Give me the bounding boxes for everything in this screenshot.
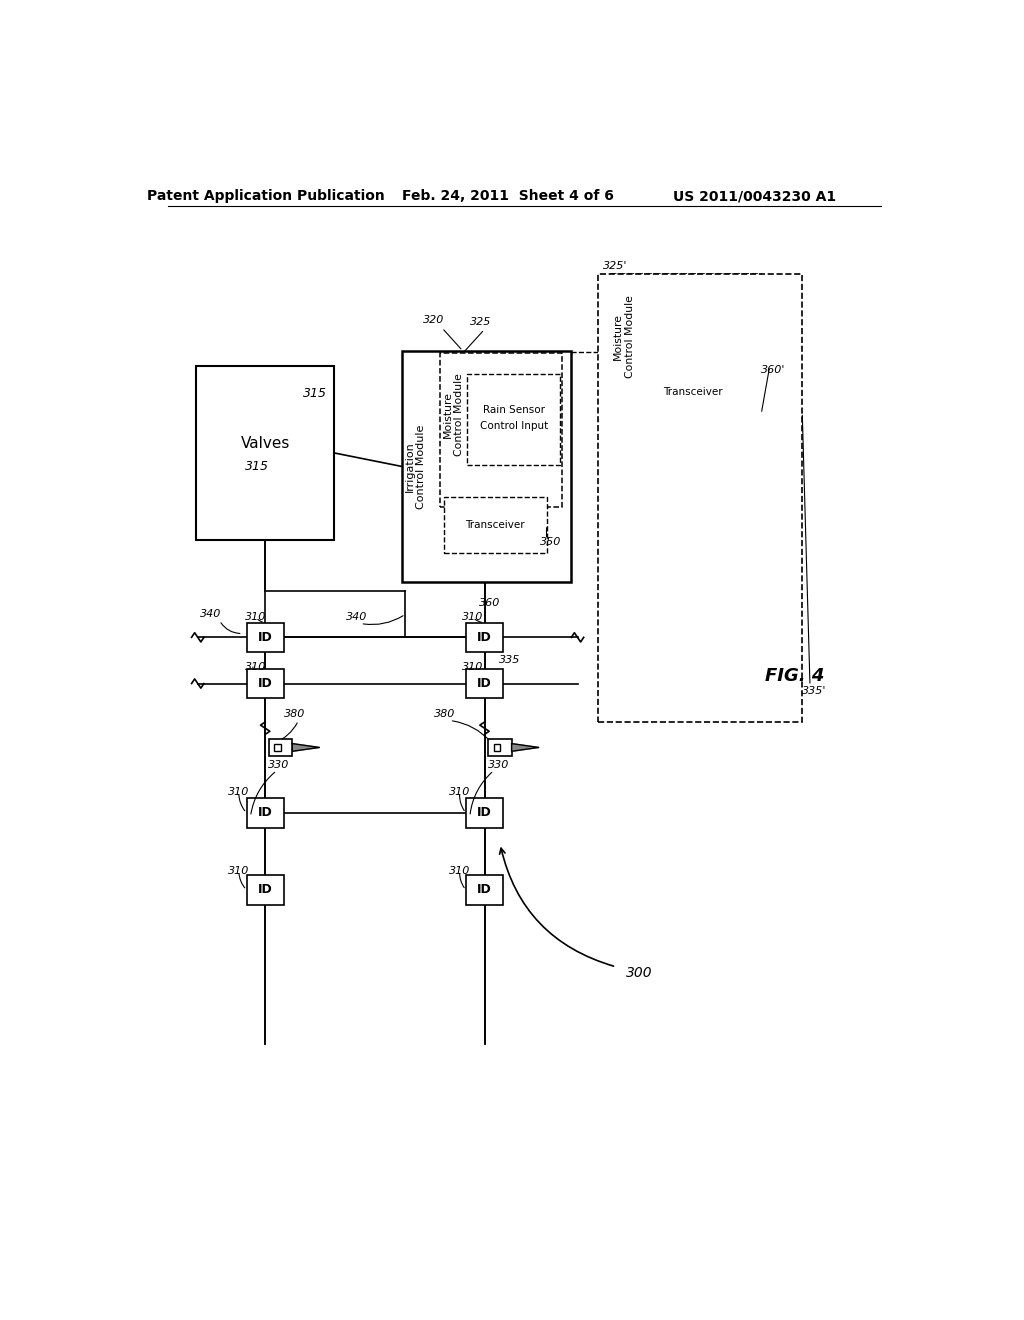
Text: 335: 335: [499, 656, 520, 665]
Text: ID: ID: [477, 883, 492, 896]
Text: Transceiver: Transceiver: [466, 520, 525, 529]
Text: ID: ID: [477, 677, 492, 690]
Bar: [466, 669, 503, 698]
Text: Feb. 24, 2011  Sheet 4 of 6: Feb. 24, 2011 Sheet 4 of 6: [401, 189, 613, 203]
Text: 340: 340: [346, 612, 368, 622]
Text: 340: 340: [201, 610, 221, 619]
Text: ID: ID: [477, 631, 492, 644]
Text: 310: 310: [228, 866, 250, 875]
Text: ID: ID: [258, 807, 272, 820]
Text: FIG. 4: FIG. 4: [765, 667, 824, 685]
Bar: [247, 623, 284, 652]
Bar: [274, 744, 281, 751]
Text: Rain Sensor: Rain Sensor: [483, 405, 545, 416]
Bar: [466, 799, 503, 828]
Text: 325': 325': [602, 261, 627, 271]
Bar: [494, 744, 500, 751]
Text: 310: 310: [462, 661, 483, 672]
Text: Transceiver: Transceiver: [664, 388, 723, 397]
Text: 310: 310: [449, 866, 470, 875]
Bar: [610, 275, 761, 429]
Text: US 2011/0043230 A1: US 2011/0043230 A1: [673, 189, 836, 203]
Bar: [630, 372, 756, 412]
Text: Valves: Valves: [241, 436, 290, 451]
Text: 330: 330: [268, 760, 290, 770]
Text: Moisture
Control Module: Moisture Control Module: [613, 294, 635, 378]
Bar: [439, 354, 562, 507]
Text: 300: 300: [627, 966, 653, 979]
Text: 360': 360': [761, 366, 785, 375]
Bar: [467, 374, 560, 465]
Text: Moisture
Control Module: Moisture Control Module: [442, 374, 464, 457]
Bar: [598, 275, 802, 722]
Text: Irrigation
Control Module: Irrigation Control Module: [404, 424, 426, 508]
Bar: [466, 875, 503, 904]
Text: ID: ID: [258, 883, 272, 896]
Text: ID: ID: [258, 631, 272, 644]
Text: 315: 315: [303, 387, 327, 400]
Polygon shape: [512, 743, 539, 751]
Text: 380: 380: [284, 709, 305, 719]
Text: 330: 330: [487, 760, 509, 770]
Text: 325: 325: [470, 317, 492, 326]
Text: 350: 350: [540, 537, 561, 546]
Bar: [466, 623, 503, 652]
Text: ID: ID: [258, 677, 272, 690]
Text: 360: 360: [479, 598, 501, 609]
Bar: [247, 799, 284, 828]
Text: 310: 310: [449, 787, 470, 797]
Text: 380: 380: [433, 709, 455, 719]
Text: 310: 310: [462, 612, 483, 622]
Text: 310: 310: [245, 661, 266, 672]
Polygon shape: [292, 743, 319, 751]
Bar: [444, 498, 547, 553]
Bar: [247, 875, 284, 904]
Text: 310: 310: [228, 787, 250, 797]
Bar: [488, 739, 512, 756]
Text: Control Input: Control Input: [480, 421, 548, 430]
Text: 335': 335': [803, 686, 826, 696]
Bar: [269, 739, 292, 756]
Text: 310: 310: [245, 612, 266, 622]
Text: 320: 320: [424, 315, 444, 325]
Text: ID: ID: [477, 807, 492, 820]
Text: Patent Application Publication: Patent Application Publication: [147, 189, 385, 203]
Text: 315: 315: [246, 461, 269, 474]
Bar: [401, 351, 570, 582]
Bar: [197, 367, 334, 540]
Bar: [247, 669, 284, 698]
